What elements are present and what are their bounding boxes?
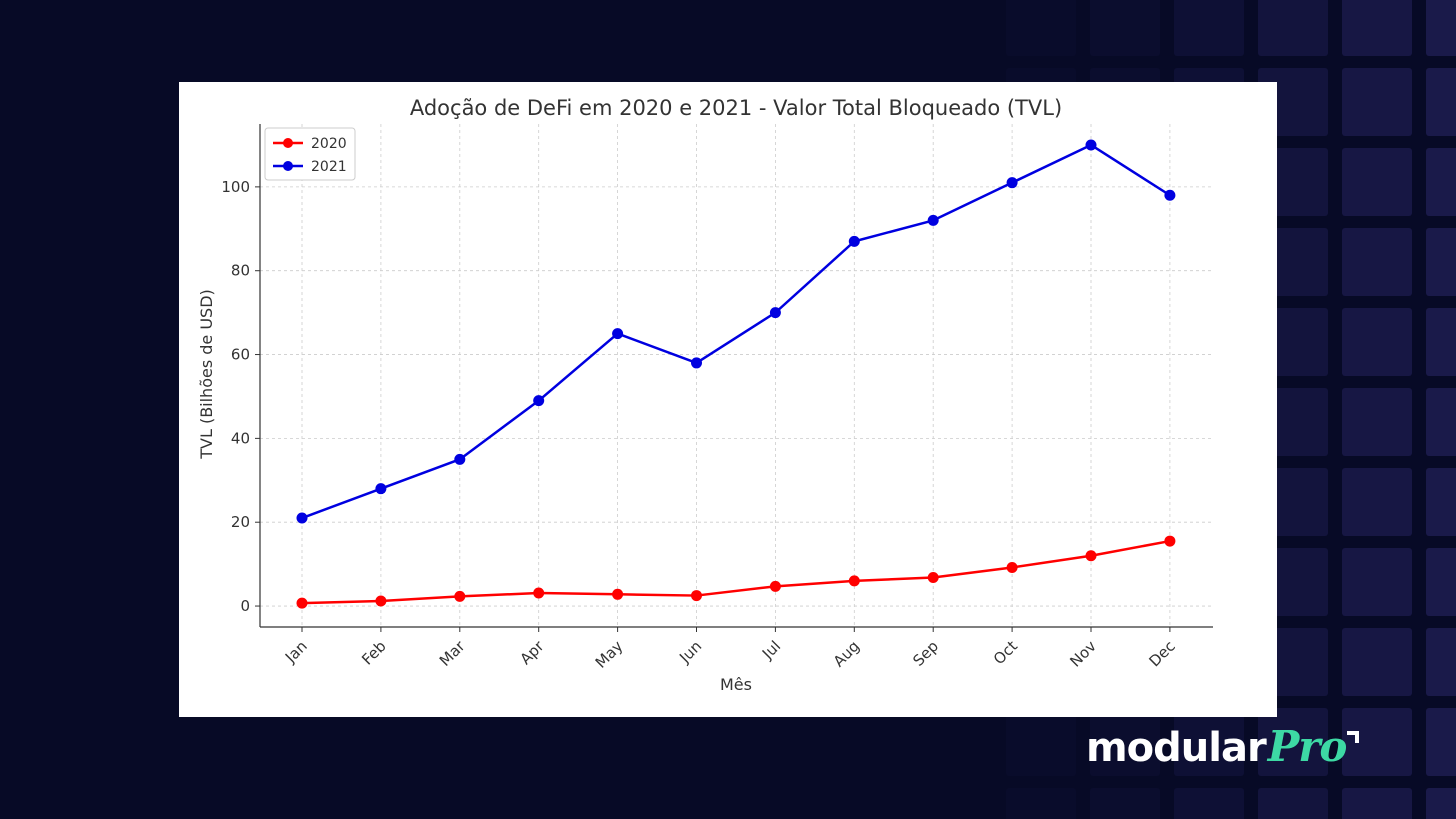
y-tick-label: 60 [231,346,250,364]
x-tick-label: May [592,637,627,672]
background-tile [1342,788,1412,819]
background-tile [1090,788,1160,819]
y-tick-label: 100 [221,178,250,196]
data-point-2021-nov [1085,139,1097,151]
series [296,139,1176,609]
background-tile [1090,708,1160,776]
data-point-2021-dec [1164,189,1176,201]
x-tick-label: Sep [909,637,942,670]
background-tile [1258,0,1328,56]
x-tick-label: Feb [358,637,390,669]
data-point-2021-feb [375,483,387,495]
background-tile [1258,788,1328,819]
logo-word: modular [1086,725,1267,771]
background-tile [1342,708,1412,776]
background-tile [1342,148,1412,216]
background-tile [1426,548,1456,616]
x-tick-label: Jun [675,637,705,667]
background-tile [1342,548,1412,616]
data-point-2020-aug [848,575,860,587]
modularpro-logo: modular Pro [1086,722,1360,778]
background-tile [1426,388,1456,456]
data-point-2021-may [612,328,624,340]
data-point-2020-oct [1006,561,1018,573]
series-2021 [296,139,1176,524]
x-tick-label: Apr [516,637,548,669]
data-point-2021-oct [1006,177,1018,189]
background-tile [1426,788,1456,819]
legend-label: 2021 [311,159,347,175]
x-tick-label: Oct [990,637,1021,668]
data-point-2020-feb [375,595,387,607]
legend-swatch-marker [283,161,293,171]
background-tile [1426,228,1456,296]
data-point-2020-mar [454,590,466,602]
data-point-2020-apr [533,587,545,599]
data-point-2021-jan [296,512,308,524]
line-chart: Jan Feb Mar Apr May Jun Jul Aug Sep Oct Nov Dec 0 20 4… [197,96,1213,694]
data-point-2020-sep [927,572,939,584]
data-point-2021-jul [769,307,781,319]
data-point-2021-jun [691,357,702,369]
x-axis-label: Mês [720,675,752,694]
data-point-2021-aug [848,235,860,247]
background-tile [1426,708,1456,776]
axes: Jan Feb Mar Apr May Jun Jul Aug Sep Oct Nov Dec 0 20 4… [221,124,1213,672]
background-tile [1426,148,1456,216]
series-2020 [296,535,1176,609]
background-tile [1006,708,1076,776]
background-tile [1006,788,1076,819]
background-tile [1174,788,1244,819]
y-tick-label: 0 [240,597,250,615]
y-axis-label: TVL (Bilhões de USD) [197,289,216,460]
series-line-2020 [301,539,1171,605]
background-tile [1342,308,1412,376]
legend-item-2020: 2020 [273,136,347,152]
background-tile [1342,68,1412,136]
x-tick-label: Aug [830,637,863,670]
background-tile [1342,388,1412,456]
x-tick-label: Nov [1066,637,1100,671]
background-tile [1342,468,1412,536]
y-tick-label: 40 [231,429,250,447]
background-tile [1426,628,1456,696]
x-tick-label: Dec [1145,637,1178,670]
data-point-2020-jul [769,580,781,592]
data-point-2020-jun [691,590,702,602]
background-tile [1426,308,1456,376]
chart-title: Adoção de DeFi em 2020 e 2021 - Valor To… [410,96,1062,120]
background-tile [1258,708,1328,776]
legend-label: 2020 [311,136,347,152]
legend-item-2021: 2021 [273,159,347,175]
background-tile [1174,0,1244,56]
grid-lines [260,124,1213,627]
data-point-2020-jan [296,597,308,609]
chart-panel: Jan Feb Mar Apr May Jun Jul Aug Sep Oct Nov Dec 0 20 4… [179,82,1277,717]
legend: 2020 2021 [264,127,356,181]
data-point-2020-nov [1085,550,1097,562]
background-tile [1342,0,1412,56]
data-point-2021-apr [533,395,545,407]
y-tick-label: 80 [231,262,250,280]
background-tile [1006,0,1076,56]
background-tile [1342,228,1412,296]
background-tile [1342,628,1412,696]
background-tile [1426,68,1456,136]
x-tick-label: Jan [281,637,311,667]
data-point-2020-dec [1164,535,1176,547]
data-point-2021-sep [927,214,939,226]
background-tile [1426,0,1456,56]
background-tile [1426,468,1456,536]
data-point-2020-may [612,588,624,600]
x-tick-label: Mar [436,637,469,670]
y-tick-label: 20 [231,513,250,531]
series-line-2021 [301,143,1171,520]
logo-pro: Pro [1267,722,1348,771]
legend-swatch-marker [283,138,293,148]
background-tile [1090,0,1160,56]
data-point-2021-mar [454,453,466,465]
logo-corner-mark [1347,731,1360,743]
x-tick-label: Jul [758,637,784,663]
background-tile [1174,708,1244,776]
